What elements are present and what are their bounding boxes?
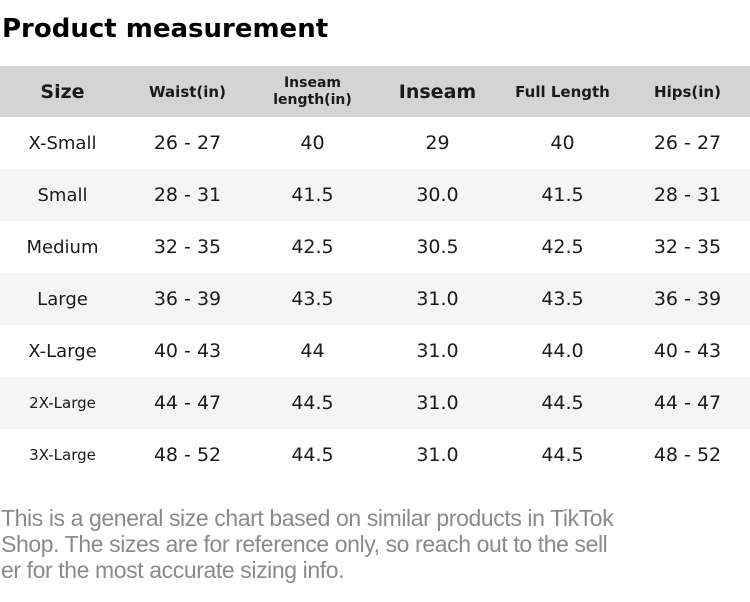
measurement-cell: 40 - 43 — [653, 340, 722, 362]
measurement-cell: 32 - 35 — [653, 236, 722, 258]
measurement-cell: 32 - 35 — [153, 236, 222, 258]
measurement-cell: 44 — [300, 340, 325, 362]
measurement-cell: 31.0 — [416, 444, 459, 466]
size-chart-table: Size Waist(in) Inseam length(in) Inseam … — [0, 66, 750, 481]
table-row: Large 36 - 39 43.5 31.0 43.5 36 - 39 — [0, 273, 750, 325]
disclaimer-line: er for the most accurate sizing info. — [1, 557, 345, 583]
column-header-waist: Waist(in) — [149, 82, 226, 101]
column-header-inseam-length: Inseam length(in) — [273, 74, 352, 108]
table-row: Medium 32 - 35 42.5 30.5 42.5 32 - 35 — [0, 221, 750, 273]
measurement-cell: 43.5 — [291, 288, 334, 310]
size-cell: Small — [37, 184, 88, 206]
measurement-cell: 44 - 47 — [153, 392, 222, 414]
measurement-cell: 42.5 — [541, 236, 584, 258]
column-header-full-length: Full Length — [515, 82, 610, 101]
column-header-hips: Hips(in) — [654, 82, 721, 101]
table-row: Small 28 - 31 41.5 30.0 41.5 28 - 31 — [0, 169, 750, 221]
measurement-cell: 40 - 43 — [153, 340, 222, 362]
measurement-cell: 44.0 — [541, 340, 584, 362]
measurement-cell: 31.0 — [416, 340, 459, 362]
size-chart-header: Size Waist(in) Inseam length(in) Inseam … — [0, 66, 750, 117]
measurement-cell: 28 - 31 — [653, 184, 722, 206]
table-row: X-Large 40 - 43 44 31.0 44.0 40 - 43 — [0, 325, 750, 377]
measurement-cell: 42.5 — [291, 236, 334, 258]
size-chart-body: X-Small 26 - 27 40 29 40 26 - 27 Small 28 - 31 4… — [0, 117, 750, 481]
measurement-cell: 40 — [550, 132, 575, 154]
measurement-cell: 48 - 52 — [153, 444, 222, 466]
disclaimer-line: Shop. The sizes are for reference only, … — [1, 531, 608, 557]
measurement-cell: 31.0 — [416, 288, 459, 310]
measurement-cell: 44.5 — [541, 392, 584, 414]
size-cell: 3X-Large — [29, 446, 96, 464]
disclaimer-line: This is a general size chart based on si… — [1, 505, 614, 531]
measurement-cell: 48 - 52 — [653, 444, 722, 466]
column-header-size: Size — [40, 80, 85, 103]
measurement-cell: 44.5 — [291, 392, 334, 414]
measurement-cell: 41.5 — [291, 184, 334, 206]
size-cell: 2X-Large — [29, 394, 96, 412]
table-row: 2X-Large 44 - 47 44.5 31.0 44.5 44 - 47 — [0, 377, 750, 429]
measurement-cell: 26 - 27 — [653, 132, 722, 154]
size-cell: X-Small — [28, 132, 97, 154]
measurement-cell: 29 — [425, 132, 450, 154]
table-row: 3X-Large 48 - 52 44.5 31.0 44.5 48 - 52 — [0, 429, 750, 481]
measurement-cell: 31.0 — [416, 392, 459, 414]
measurement-cell: 44 - 47 — [653, 392, 722, 414]
measurement-cell: 30.0 — [416, 184, 459, 206]
measurement-cell: 36 - 39 — [653, 288, 722, 310]
measurement-cell: 43.5 — [541, 288, 584, 310]
measurement-cell: 28 - 31 — [153, 184, 222, 206]
size-cell: X-Large — [28, 340, 97, 362]
size-cell: Medium — [26, 236, 99, 258]
measurement-cell: 26 - 27 — [153, 132, 222, 154]
page-title: Product measurement — [2, 14, 329, 44]
header-row: Size Waist(in) Inseam length(in) Inseam … — [0, 66, 750, 117]
disclaimer-text: This is a general size chart based on si… — [0, 505, 750, 583]
measurement-cell: 30.5 — [416, 236, 459, 258]
measurement-cell: 40 — [300, 132, 325, 154]
size-cell: Large — [37, 288, 88, 310]
table-row: X-Small 26 - 27 40 29 40 26 - 27 — [0, 117, 750, 169]
measurement-cell: 44.5 — [541, 444, 584, 466]
measurement-cell: 36 - 39 — [153, 288, 222, 310]
measurement-cell: 44.5 — [291, 444, 334, 466]
column-header-inseam: Inseam — [398, 80, 477, 103]
measurement-cell: 41.5 — [541, 184, 584, 206]
